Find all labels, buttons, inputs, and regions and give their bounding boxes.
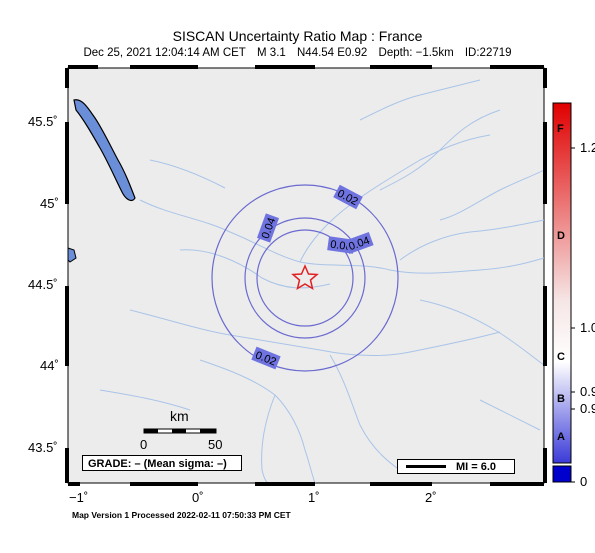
star-icon bbox=[291, 264, 319, 291]
lon-label: 0˚ bbox=[192, 490, 204, 505]
event-depth: Depth: −1.5km bbox=[378, 47, 454, 59]
lat-label: 45˚ bbox=[40, 196, 59, 211]
contour-inner bbox=[256, 229, 354, 327]
scale-bar-title: km bbox=[170, 408, 189, 424]
lat-label: 44.5˚ bbox=[28, 277, 58, 292]
mi-label: MI = 6.0 bbox=[456, 461, 497, 473]
lat-label: 43.5˚ bbox=[28, 440, 58, 455]
lon-label: 1˚ bbox=[308, 490, 320, 505]
map-subtitle: Dec 25, 2021 12:04:14 AM CET M 3.1 N44.5… bbox=[0, 47, 595, 59]
contours bbox=[211, 184, 399, 372]
colorbar-value: 1.0 bbox=[580, 320, 595, 335]
colorbar-grade: B bbox=[557, 393, 565, 405]
contour-outer bbox=[211, 184, 399, 372]
contour-middle bbox=[244, 217, 366, 339]
event-id: ID:22719 bbox=[464, 47, 512, 59]
colorbar-value: 0 bbox=[580, 474, 588, 489]
colorbar bbox=[552, 102, 572, 464]
event-datetime: Dec 25, 2021 12:04:14 AM CET bbox=[83, 47, 246, 59]
colorbar-grade: D bbox=[557, 230, 565, 242]
lon-label: −1˚ bbox=[69, 490, 89, 505]
colorbar-grade: A bbox=[557, 431, 565, 443]
colorbar-min bbox=[552, 465, 572, 483]
contour-labels: 0.02 0.04 0.06 0.04 0.02 bbox=[251, 184, 374, 370]
mi-line-icon bbox=[406, 465, 446, 468]
map-footer: Map Version 1 Processed 2022-02-11 07:50… bbox=[72, 510, 291, 520]
colorbar-value: 0.9 bbox=[580, 401, 595, 416]
mi-legend: MI = 6.0 bbox=[397, 459, 515, 474]
scale-bar-end: 50 bbox=[208, 437, 223, 452]
rivers bbox=[99, 79, 545, 484]
event-location: N44.54 E0.92 bbox=[297, 47, 368, 59]
colorbar-ticks bbox=[571, 147, 575, 483]
map-title: SISCAN Uncertainty Ratio Map : France bbox=[172, 28, 423, 44]
event-magnitude: M 3.1 bbox=[257, 47, 286, 59]
colorbar-grade: C bbox=[557, 351, 565, 363]
colorbar-value: 0.9 bbox=[580, 384, 595, 399]
colorbar-value: 1.2 bbox=[580, 140, 595, 155]
lat-label: 45.5˚ bbox=[28, 114, 58, 129]
lon-label: 2˚ bbox=[425, 490, 437, 505]
lake bbox=[73, 99, 136, 202]
frame-border bbox=[65, 65, 547, 486]
lat-label: 44˚ bbox=[40, 358, 59, 373]
lake-edge bbox=[67, 247, 77, 263]
grade-box: GRADE: – (Mean sigma: –) bbox=[82, 455, 242, 471]
colorbar-grade: F bbox=[557, 123, 564, 135]
scale-bar-start: 0 bbox=[140, 437, 148, 452]
scale-bar bbox=[143, 428, 217, 434]
map-area bbox=[67, 67, 545, 484]
